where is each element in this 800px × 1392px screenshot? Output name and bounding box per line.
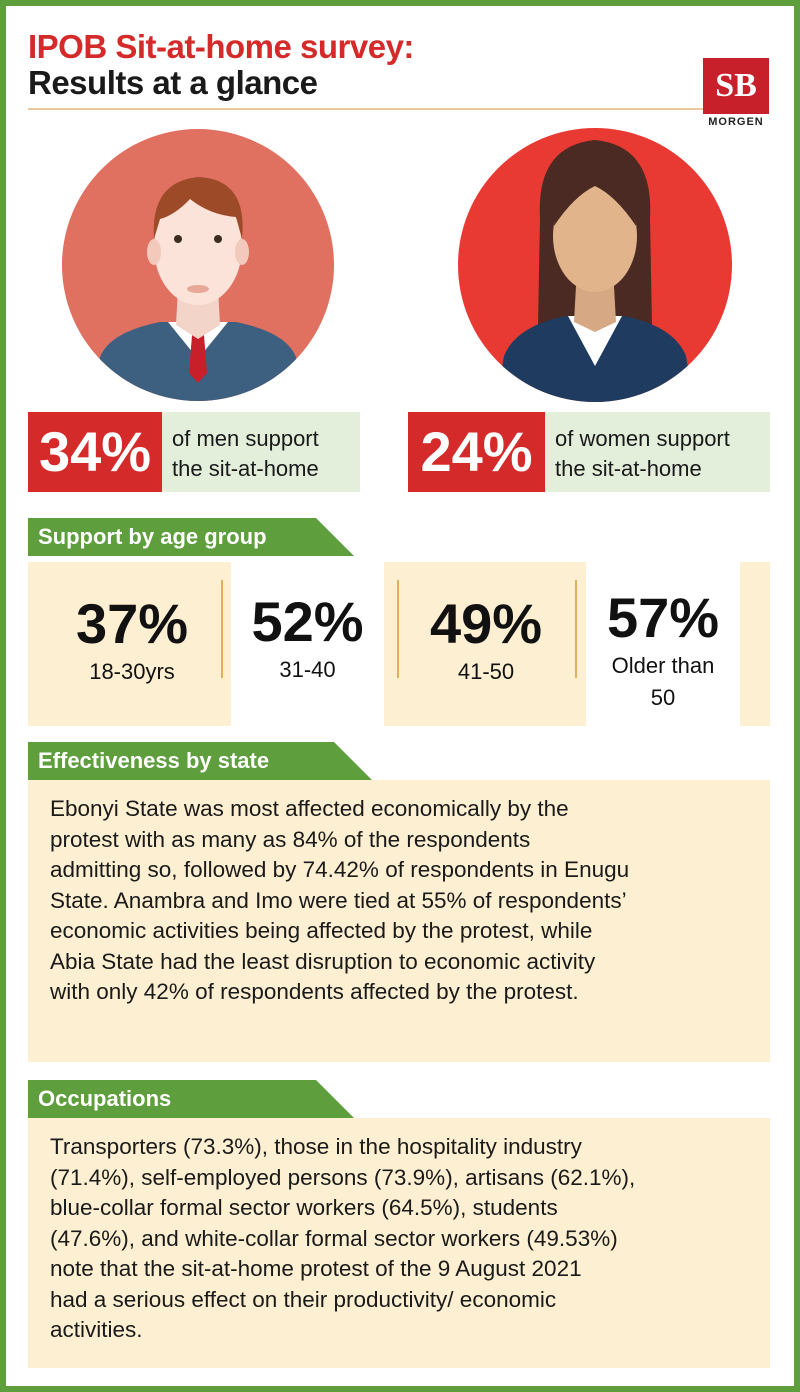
age-cell-white-2 bbox=[586, 562, 740, 726]
occupations-paragraph: Transporters (73.3%), those in the hospi… bbox=[28, 1118, 770, 1368]
text-line: with only 42% of respondents affected by… bbox=[50, 979, 579, 1004]
text-line: (71.4%), self-employed persons (73.9%), … bbox=[50, 1164, 636, 1190]
age-percent: 52% bbox=[251, 590, 364, 653]
age-percent: 49% bbox=[429, 592, 543, 655]
text-line: State. Anambra and Imo were tied at 55% … bbox=[50, 887, 627, 913]
age-divider-2 bbox=[397, 580, 399, 678]
women-text-line-1: of women support bbox=[555, 426, 730, 451]
text-line: had a serious effect on their productivi… bbox=[50, 1286, 557, 1312]
text-line: Transporters (73.3%), those in the hospi… bbox=[50, 1134, 582, 1159]
women-support-text: of women support the sit-at-home bbox=[545, 412, 770, 492]
occupations-section-heading: Occupations bbox=[28, 1080, 354, 1118]
man-avatar-icon bbox=[62, 129, 334, 401]
age-divider-1 bbox=[221, 580, 223, 678]
heading-banner-shape bbox=[28, 518, 354, 556]
men-text-line-2: the sit-at-home bbox=[172, 456, 319, 481]
woman-avatar-icon bbox=[458, 128, 732, 402]
women-support-percent: 24% bbox=[408, 412, 545, 492]
text-line: blue-collar formal sector workers (64.5%… bbox=[50, 1195, 558, 1220]
text-line: Ebonyi State was most affected economica… bbox=[50, 796, 569, 821]
text-line: Abia State had the least disruption to e… bbox=[50, 948, 596, 974]
logo-name: MORGEN bbox=[708, 116, 764, 128]
text-line: (47.6%), and white-collar formal sector … bbox=[50, 1225, 618, 1251]
age-label-line-1: Older than bbox=[611, 653, 715, 678]
age-label-line-2: 50 bbox=[650, 685, 676, 710]
logo-monogram: SB bbox=[703, 58, 769, 114]
effectiveness-section-heading: Effectiveness by state bbox=[28, 742, 372, 780]
title-line-1: IPOB Sit-at-home survey: bbox=[28, 28, 414, 65]
title-divider bbox=[28, 108, 708, 110]
age-label: 41-50 bbox=[457, 659, 515, 684]
age-percent: 57% bbox=[606, 586, 720, 649]
text-line: note that the sit-at-home protest of the… bbox=[50, 1256, 582, 1281]
text-line: protest with as many as 84% of the respo… bbox=[50, 826, 531, 852]
age-label: 18-30yrs bbox=[89, 659, 175, 684]
occupations-heading-text: Occupations bbox=[38, 1086, 172, 1111]
women-text-line-2: the sit-at-home bbox=[555, 456, 702, 481]
title-line-2: Results at a glance bbox=[28, 64, 318, 101]
text-line: economic activities being affected by th… bbox=[50, 918, 593, 943]
age-cell-white-1 bbox=[231, 562, 384, 726]
age-group-31-40: 52% 31-40 bbox=[231, 562, 384, 754]
age-heading-text: Support by age group bbox=[38, 524, 267, 549]
text-line: admitting so, followed by 74.42% of resp… bbox=[50, 857, 630, 882]
heading-banner-shape bbox=[28, 1080, 354, 1118]
effectiveness-paragraph: Ebonyi State was most affected economica… bbox=[28, 780, 770, 1062]
age-group-18-30: 37% 18-30yrs bbox=[46, 562, 218, 756]
effectiveness-heading-text: Effectiveness by state bbox=[38, 748, 270, 773]
men-support-text: of men support the sit-at-home bbox=[162, 412, 360, 492]
text-line: activities. bbox=[50, 1317, 143, 1342]
age-group-41-50: 49% 41-50 bbox=[400, 562, 572, 756]
men-support-percent: 34% bbox=[28, 412, 162, 492]
age-section-heading: Support by age group bbox=[28, 518, 354, 556]
age-group-over-50: 57% Older than 50 bbox=[586, 562, 740, 750]
men-text-line-1: of men support bbox=[172, 426, 319, 451]
sb-morgen-logo: SB MORGEN bbox=[703, 58, 769, 130]
age-label: 31-40 bbox=[279, 657, 336, 682]
heading-banner-shape bbox=[28, 742, 372, 780]
infographic: IPOB Sit-at-home survey: Results at a gl… bbox=[6, 6, 794, 1386]
age-percent: 37% bbox=[75, 592, 189, 655]
age-divider-3 bbox=[575, 580, 577, 678]
